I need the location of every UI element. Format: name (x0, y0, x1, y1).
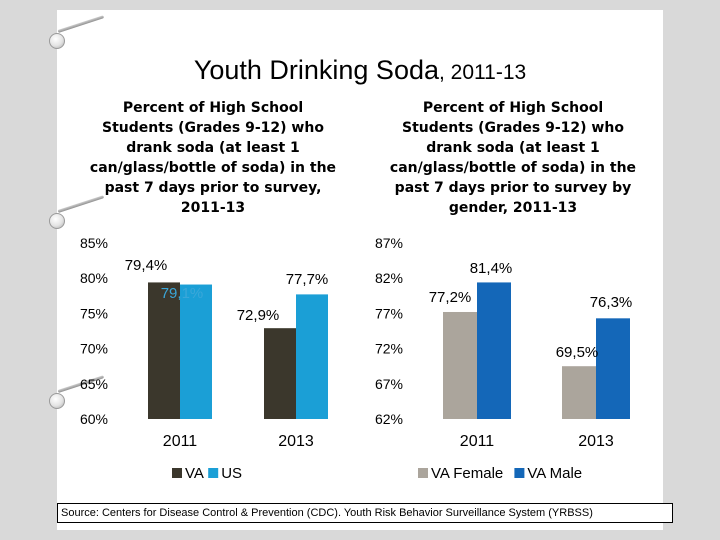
title-years: , 2011-13 (439, 61, 527, 84)
data-label: 81,4% (470, 260, 513, 277)
y-tick-label: 80% (80, 270, 108, 286)
bar-va-female-2013 (562, 366, 596, 419)
legend-swatch-us (208, 468, 219, 478)
x-tick-label: 2011 (163, 433, 198, 450)
title-main: Youth Drinking Soda (193, 55, 439, 85)
chart-1-title: Percent of High School Students (Grades … (89, 100, 337, 216)
legend-swatch-va-female (418, 468, 428, 478)
data-label: 76,3% (590, 294, 633, 311)
bar-us-2013 (296, 294, 328, 419)
x-tick-label: 2013 (578, 433, 614, 450)
bar-va-male-2013 (596, 318, 630, 419)
y-tick-label: 60% (80, 411, 108, 427)
legend-label: VA (185, 465, 204, 482)
bar-va-female-2011 (443, 311, 477, 419)
legend-swatch-va-male (514, 468, 525, 478)
slide-background (57, 10, 663, 530)
legend-label: VA Female (431, 465, 503, 482)
slide-title: Youth Drinking Soda, 2011-13 (0, 55, 720, 86)
binder-ring-icon (49, 393, 65, 409)
chart-2-title: Percent of High School Students (Grades … (389, 100, 637, 216)
y-tick-label: 87% (375, 235, 403, 251)
y-tick-label: 72% (375, 341, 403, 357)
source-note: Source: Centers for Disease Control & Pr… (57, 503, 673, 523)
y-tick-label: 77% (375, 305, 403, 321)
binder-ring-icon (49, 213, 65, 229)
bar-us-2011 (180, 284, 212, 419)
bar-va-2013 (264, 328, 296, 419)
x-tick-label: 2013 (278, 433, 314, 450)
x-tick-label: 2011 (460, 433, 495, 450)
binder-ring-icon (49, 33, 65, 49)
data-label: 72,9% (237, 307, 280, 324)
data-label: 77,7% (286, 271, 329, 288)
y-tick-label: 70% (80, 341, 108, 357)
y-tick-label: 62% (375, 411, 403, 427)
y-tick-label: 85% (80, 235, 108, 251)
data-label: 69,5% (556, 344, 599, 361)
legend-label: VA Male (527, 465, 582, 482)
y-tick-label: 67% (375, 376, 403, 392)
data-label: 79,4% (125, 257, 168, 274)
data-label: 79,1% (161, 285, 204, 302)
bar-va-male-2011 (477, 282, 511, 419)
y-tick-label: 82% (375, 270, 403, 286)
y-tick-label: 65% (80, 376, 108, 392)
y-tick-label: 75% (80, 305, 108, 321)
bar-va-2011 (148, 282, 180, 419)
data-label: 77,2% (429, 289, 472, 306)
legend-label: US (221, 465, 242, 482)
legend-swatch-va (172, 468, 182, 478)
